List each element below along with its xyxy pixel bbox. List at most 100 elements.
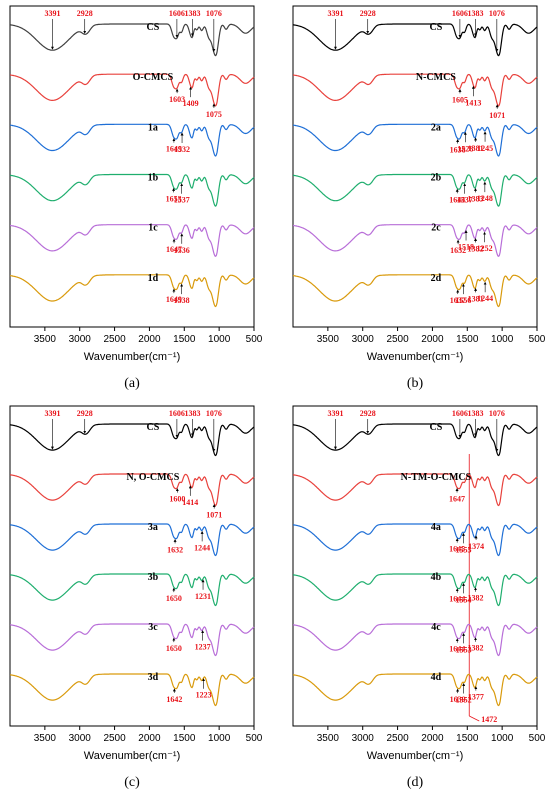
peak-label: 1552: [456, 695, 472, 704]
peak-label: 1537: [174, 196, 190, 205]
peak-label: 1383: [184, 409, 200, 418]
panel-letter: (c): [124, 775, 140, 790]
series-label: 1b: [148, 173, 159, 184]
series-line: [10, 224, 255, 258]
series-label: 2a: [431, 122, 441, 133]
series-label: O-CMCS: [133, 72, 174, 83]
peak-label: 2928: [360, 409, 376, 418]
peak-label: 1237: [195, 643, 211, 652]
x-tick-label: 1500: [173, 334, 196, 345]
x-tick-label: 500: [529, 334, 546, 345]
x-axis-label: Wavenumber(cm⁻¹): [84, 351, 180, 363]
peak-label: 1606: [169, 409, 185, 418]
peak-label: 1642: [166, 695, 182, 704]
series-label: CS: [430, 422, 443, 433]
x-tick-label: 1500: [456, 733, 479, 744]
peak-label: 1071: [206, 511, 222, 520]
peak-label: 1603: [169, 95, 185, 104]
peak-label: 1644: [449, 645, 465, 654]
peak-label: 1076: [489, 9, 505, 18]
x-tick-label: 3000: [352, 733, 375, 744]
series-line: [293, 224, 538, 258]
x-tick-label: 3000: [69, 334, 92, 345]
series-label: 3c: [148, 622, 158, 633]
panel-letter: (d): [407, 775, 424, 790]
x-axis-label: Wavenumber(cm⁻¹): [84, 750, 180, 762]
peak-label: 1382: [468, 594, 484, 603]
peak-label: 1554: [456, 595, 472, 604]
peak-label: 1252: [477, 244, 493, 253]
x-axis-label: Wavenumber(cm⁻¹): [367, 750, 463, 762]
series-label: CS: [430, 22, 443, 33]
peak-label: 1414: [182, 498, 198, 507]
peak-label: 1528: [457, 144, 473, 153]
x-tick-label: 500: [246, 733, 263, 744]
series-line: [292, 573, 538, 607]
series-line: [292, 473, 538, 507]
peak-label: 1383: [467, 9, 483, 18]
peak-label: 1409: [183, 99, 199, 108]
series-line: [9, 123, 255, 157]
peak-label: 1381: [468, 294, 484, 303]
x-tick-label: 500: [246, 334, 263, 345]
series-label: N-CMCS: [416, 72, 456, 83]
panel-letter: (a): [124, 376, 140, 391]
peak-label: 1647: [449, 494, 465, 503]
peak-label: 1605: [452, 95, 468, 104]
peak-label: 1644: [449, 595, 465, 604]
peak-label: 2928: [77, 9, 93, 18]
series-line: [9, 274, 255, 308]
peak-label: 1606: [452, 9, 468, 18]
peak-label: 1245: [477, 144, 493, 153]
chart-panel: 3500 3000 2500 2000 1500 1000 500 Wavenumber(cm…: [9, 405, 263, 790]
peak-label: 1076: [206, 9, 222, 18]
series-line: [9, 23, 255, 57]
peak-label: 1638: [450, 146, 466, 155]
series-line: [292, 523, 538, 557]
peak-label: 1075: [206, 110, 222, 119]
peak-label: 1553: [456, 645, 472, 654]
peak-label: 1532: [174, 145, 190, 154]
peak-label: 1383: [184, 9, 200, 18]
peak-label: 1377: [468, 693, 484, 702]
series-label: 3d: [148, 672, 159, 683]
peak-label: 1600: [169, 495, 185, 504]
series-label: 3b: [148, 572, 159, 583]
series-label: 4c: [431, 622, 441, 633]
series-line: [9, 473, 255, 507]
peak-label: 1071: [489, 111, 505, 120]
series-label: CS: [147, 22, 160, 33]
peak-label: 1244: [477, 294, 493, 303]
peak-label: 1248: [477, 194, 493, 203]
x-tick-label: 2000: [138, 733, 161, 744]
series-label: 1d: [148, 273, 159, 284]
peak-label: 1538: [174, 296, 190, 305]
series-line: [9, 523, 255, 557]
series-label: 2d: [431, 273, 442, 284]
plot-frame: [292, 405, 538, 727]
series-label: 4a: [431, 522, 441, 533]
x-tick-label: 1000: [491, 733, 514, 744]
series-line: [9, 573, 255, 607]
x-tick-label: 2500: [386, 334, 409, 345]
series-label: 1c: [148, 223, 158, 234]
x-tick-label: 2500: [386, 733, 409, 744]
peak-label: 1637: [450, 296, 466, 305]
series-label: N, O-CMCS: [127, 472, 180, 483]
x-tick-label: 2500: [103, 733, 126, 744]
peak-label: 1647: [166, 245, 182, 254]
x-axis-label: Wavenumber(cm⁻¹): [367, 351, 463, 363]
peak-label: 1653: [166, 194, 182, 203]
peak-label: 1223: [196, 691, 212, 700]
series-line: [292, 623, 538, 657]
plot-frame: [292, 5, 538, 328]
series-line: [9, 623, 255, 657]
series-line: [9, 173, 255, 207]
peak-label: 1639: [450, 695, 466, 704]
peak-label: 1632: [167, 545, 183, 554]
series-line: [292, 274, 538, 308]
peak-label: 1632: [450, 246, 466, 255]
panel-letter: (b): [407, 376, 424, 391]
peak-label: 1382: [468, 644, 484, 653]
